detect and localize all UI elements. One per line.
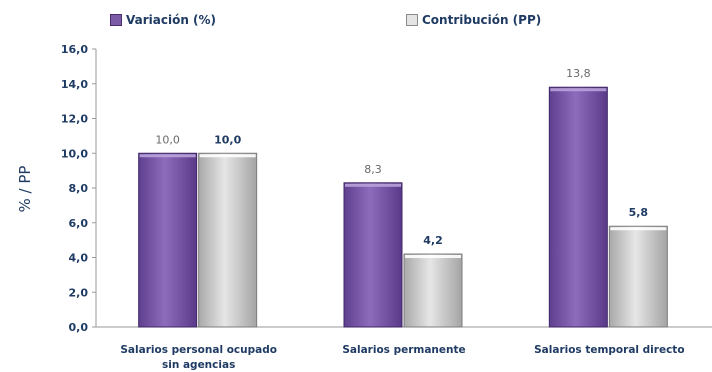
bar-cap [550,88,607,92]
y-tick-label: 4,0 [69,252,89,265]
bar-cap [139,154,196,158]
legend-label-contribucion: Contribución (PP) [422,13,542,27]
bar-cap [199,154,256,158]
data-label: 10,0 [214,133,241,146]
legend-item-variacion: Variación (%) [110,13,216,27]
data-label: 13,8 [566,67,591,80]
y-tick-label: 8,0 [69,182,89,195]
data-label: 10,0 [155,133,180,146]
legend-label-variacion: Variación (%) [126,13,217,27]
bar-contribucion [403,253,463,328]
x-tick-label: Salarios temporal directo [534,344,684,356]
legend-swatch-contribucion [406,14,418,26]
bar-cap [405,255,461,259]
bar-contribucion [608,225,668,328]
y-axis-label: % / PP [16,166,34,213]
y-tick-label: 10,0 [61,147,88,160]
x-tick-label: Salarios personal ocupado [120,344,277,356]
x-tick-label: sin agencias [162,359,235,371]
data-label: 5,8 [629,206,649,219]
legend-swatch-variacion [110,14,122,26]
bar-cap [345,183,401,187]
y-tick-label: 0,0 [69,321,89,334]
bar-contribucion [198,152,258,328]
bar-cap [610,227,667,231]
y-tick-label: 12,0 [61,113,88,126]
bar-variacion [138,152,198,328]
data-label: 4,2 [423,234,443,247]
bar-variacion [548,86,608,328]
y-tick-label: 14,0 [61,78,88,91]
y-tick-label: 16,0 [61,43,88,56]
bar-variacion [343,182,403,328]
legend-item-contribucion: Contribución (PP) [406,13,541,27]
data-label: 8,3 [364,163,382,176]
y-tick-label: 6,0 [69,217,89,230]
x-tick-label: Salarios permanente [342,344,465,356]
y-tick-label: 2,0 [69,286,89,299]
